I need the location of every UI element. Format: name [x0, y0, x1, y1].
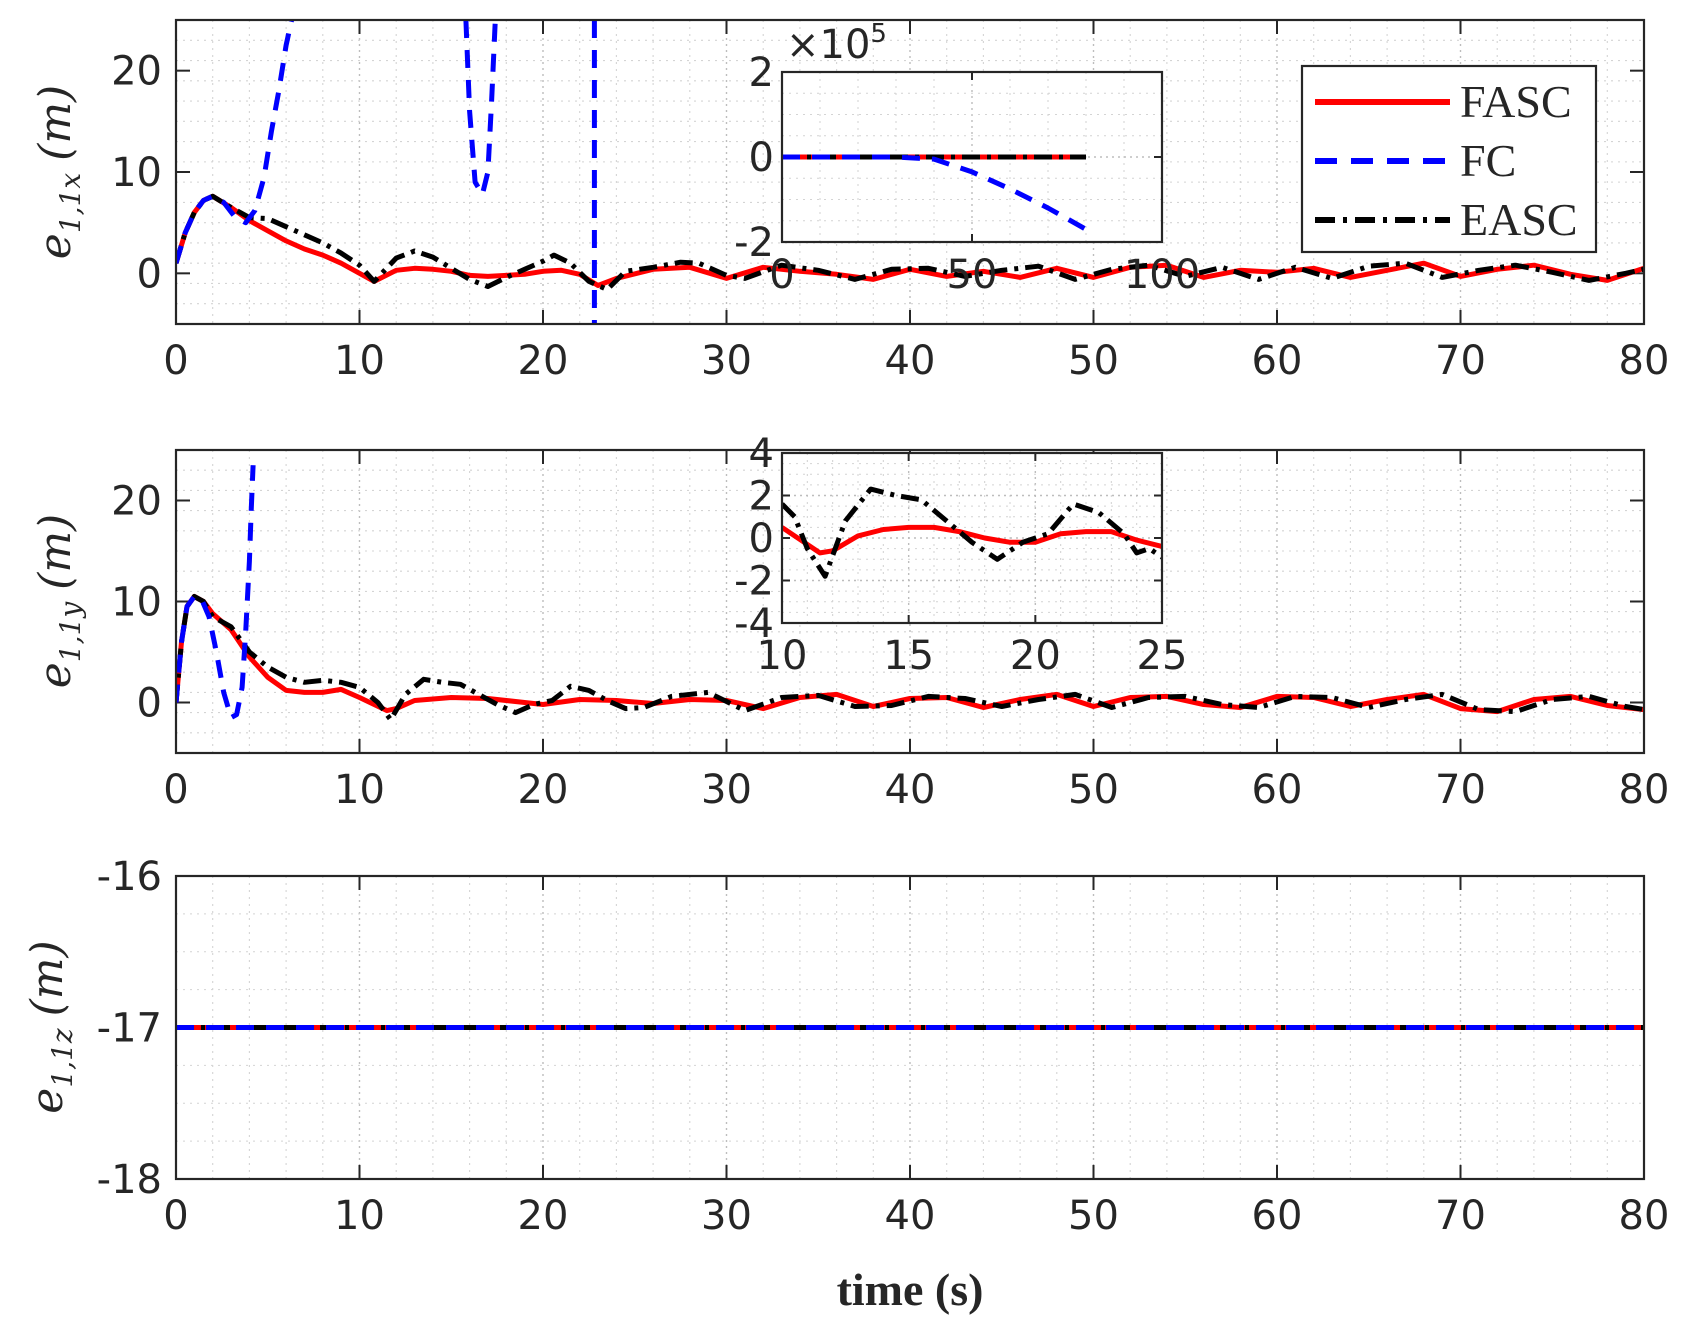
panel-y-ylabel-main: e — [30, 662, 81, 688]
p2-xtick-label: 40 — [885, 1193, 936, 1239]
p0-xtick-label: 40 — [885, 338, 936, 384]
panel-z-axes-box — [174, 874, 1646, 1181]
i0-series-fc — [782, 154, 1088, 232]
panel-z: 0 10 20 30 40 50 60 70 80 -16 -17 -18 e1,1z (m) tim… — [22, 854, 1669, 1315]
i1-xtick-label: 20 — [1010, 633, 1061, 679]
panel-z-ylabel: e1,1z (m) — [22, 940, 79, 1113]
p2-xtick-label: 0 — [163, 1193, 188, 1239]
inset-x-exponent-power: 5 — [870, 19, 887, 49]
p0-series-easc — [176, 193, 1644, 292]
p0-ytick-label: 10 — [111, 150, 162, 196]
panel-x-axes-box — [174, 18, 1646, 326]
i0-plot-area — [782, 154, 1088, 232]
i1-series-fasc — [782, 524, 1162, 556]
p1-xtick-label: 30 — [701, 767, 752, 813]
i1-series-easc — [782, 486, 1162, 579]
p0-series-fc — [176, 20, 295, 264]
p2-xtick-label: 60 — [1252, 1193, 1303, 1239]
p1-plot-area — [176, 465, 1644, 723]
i0-ytick-label: -2 — [734, 220, 774, 266]
p0-xtick-label: 10 — [334, 338, 385, 384]
p0-xtick-label: 0 — [163, 338, 188, 384]
p2-ytick-label: -18 — [97, 1157, 162, 1203]
inset-y-axes-box — [780, 451, 1164, 625]
p2-xtick-label: 30 — [701, 1193, 752, 1239]
i1-xtick-label: 25 — [1137, 633, 1188, 679]
panel-y-ylabel: e1,1y (m) — [30, 514, 87, 688]
legend-label-easc: EASC — [1460, 194, 1578, 245]
i0-xtick-label: 50 — [947, 252, 998, 298]
panel-x-ylabel: e1,1x (m) — [30, 85, 87, 259]
p0-xtick-label: 60 — [1252, 338, 1303, 384]
i1-ytick-label: 2 — [749, 474, 774, 520]
p0-xtick-label: 20 — [518, 338, 569, 384]
legend: FASC FC EASC — [1300, 64, 1598, 254]
panel-x-ylabel-main: e — [30, 233, 81, 259]
p2-xtick-label: 80 — [1619, 1193, 1670, 1239]
panel-x-ylabel-units: (m) — [30, 85, 81, 161]
p2-xtick-label: 50 — [1068, 1193, 1119, 1239]
p2-xtick-label: 20 — [518, 1193, 569, 1239]
p1-xtick-label: 40 — [885, 767, 936, 813]
p0-ytick-label: 20 — [111, 49, 162, 95]
i1-xtick-label: 15 — [883, 633, 934, 679]
legend-label-fc: FC — [1460, 135, 1516, 186]
p0-plot-area — [176, 20, 1644, 324]
i1-plot-area — [782, 486, 1162, 579]
p2-ytick-label: -17 — [97, 1006, 162, 1052]
p2-xtick-label: 10 — [334, 1193, 385, 1239]
p2-xtick-label: 70 — [1435, 1193, 1486, 1239]
panel-x-inset: 0 50 100 20-2 ×105 — [734, 19, 1200, 298]
i0-xtick-label: 100 — [1124, 252, 1200, 298]
p1-ytick-label: 10 — [111, 580, 162, 626]
panel-y-inset: 10 15 20 25 420-2-4 — [734, 431, 1187, 679]
p1-xtick-label: 0 — [163, 767, 188, 813]
p0-xtick-label: 70 — [1435, 338, 1486, 384]
i1-ytick-label: 0 — [749, 516, 774, 562]
inset-x-axes-box — [780, 70, 1164, 244]
inset-x-exponent: ×105 — [786, 19, 887, 68]
p1-xtick-label: 20 — [518, 767, 569, 813]
svg-text:e1,1z(m): e1,1z (m) — [22, 940, 79, 1113]
x-axis-label: time (s) — [837, 1264, 984, 1315]
p0-xtick-label: 50 — [1068, 338, 1119, 384]
p1-ytick-label: 20 — [111, 479, 162, 525]
i0-ytick-label: 2 — [749, 50, 774, 96]
p1-series-easc — [176, 594, 1644, 723]
p1-xtick-label: 80 — [1619, 767, 1670, 813]
p0-series-fc — [463, 20, 498, 197]
panel-x-ylabel-sub: 1,1x — [54, 173, 87, 234]
panel-z-ylabel-units: (m) — [22, 940, 73, 1016]
panel-z-ylabel-sub: 1,1z — [46, 1028, 79, 1088]
p2-ytick-label: -16 — [97, 854, 162, 900]
i0-ytick-label: 0 — [749, 135, 774, 181]
p1-ytick-label: 0 — [137, 681, 162, 727]
p0-ytick-label: 0 — [137, 251, 162, 297]
svg-text:e1,1x(m): e1,1x (m) — [30, 85, 87, 259]
p0-xtick-label: 30 — [701, 338, 752, 384]
p0-xtick-label: 80 — [1619, 338, 1670, 384]
inset-x-exponent-base: ×10 — [786, 22, 870, 68]
i1-xtick-label: 10 — [757, 633, 808, 679]
panel-y-axes-box — [174, 448, 1646, 755]
p1-xtick-label: 70 — [1435, 767, 1486, 813]
p1-xtick-label: 60 — [1252, 767, 1303, 813]
p1-xtick-label: 10 — [334, 767, 385, 813]
i0-xtick-label: 0 — [769, 252, 794, 298]
p1-series-fc — [176, 465, 256, 721]
svg-text:e1,1y(m): e1,1y (m) — [30, 514, 87, 688]
panel-y-ylabel-units: (m) — [30, 514, 81, 590]
panel-z-ylabel-main: e — [22, 1088, 73, 1114]
legend-label-fasc: FASC — [1460, 76, 1572, 127]
panel-y-ylabel-sub: 1,1y — [54, 601, 87, 663]
i1-ytick-label: -4 — [734, 601, 774, 647]
p1-xtick-label: 50 — [1068, 767, 1119, 813]
i1-ytick-label: -2 — [734, 559, 774, 605]
i1-ytick-label: 4 — [749, 431, 774, 477]
